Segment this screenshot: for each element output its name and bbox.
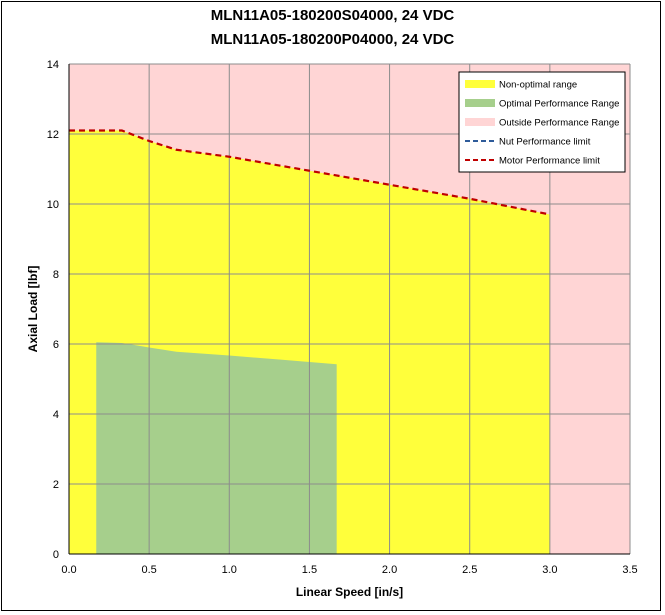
legend-label-non-optimal-range: Non-optimal range <box>499 80 577 91</box>
y-tick-label: 0 <box>53 549 59 561</box>
legend-label-outside-performance-range: Outside Performance Range <box>499 118 619 129</box>
y-axis-label: Axial Load [lbf] <box>26 266 40 353</box>
chart-subtitle: MLN11A05-180200P04000, 24 VDC <box>210 31 455 48</box>
y-tick-label: 14 <box>47 59 59 71</box>
y-tick-label: 4 <box>53 409 59 421</box>
x-tick-label: 2.0 <box>382 564 397 576</box>
y-tick-label: 12 <box>47 129 59 141</box>
legend-swatch-optimal-performance-range <box>465 99 495 107</box>
x-tick-label: 2.5 <box>462 564 477 576</box>
motor-performance-limit-line <box>69 129 551 216</box>
x-tick-label: 3.0 <box>542 564 557 576</box>
x-tick-label: 1.5 <box>302 564 317 576</box>
y-tick-label: 6 <box>53 339 59 351</box>
y-tick-label: 2 <box>53 479 59 491</box>
x-tick-label: 3.5 <box>622 564 637 576</box>
legend-swatch-outside-performance-range <box>465 118 495 126</box>
legend-label-optimal-performance-range: Optimal Performance Range <box>499 99 619 110</box>
x-tick-label: 0.5 <box>141 564 156 576</box>
legend-label-nut-performance-limit: Nut Performance limit <box>499 137 591 148</box>
y-tick-label: 8 <box>53 269 59 281</box>
x-axis-label: Linear Speed [in/s] <box>296 585 403 599</box>
chart-title: MLN11A05-180200S04000, 24 VDC <box>210 7 455 24</box>
legend-swatch-non-optimal-range <box>465 80 495 88</box>
x-tick-label: 0.0 <box>61 564 76 576</box>
y-tick-label: 10 <box>47 199 59 211</box>
x-tick-label: 1.0 <box>222 564 237 576</box>
legend-label-motor-performance-limit: Motor Performance limit <box>499 156 600 167</box>
optimal-performance-range-area <box>96 342 337 554</box>
legend: Non-optimal range Optimal Performance Ran… <box>458 71 626 173</box>
